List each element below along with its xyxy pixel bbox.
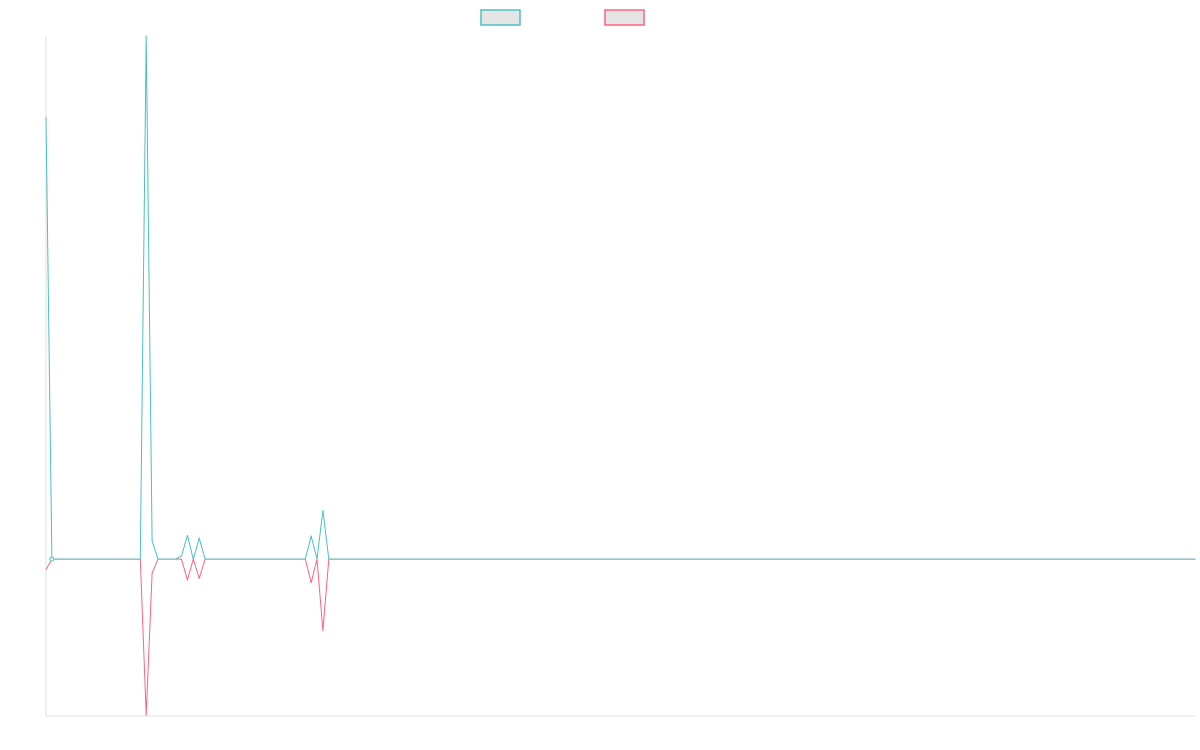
data-point[interactable]: [175, 558, 177, 560]
data-point[interactable]: [181, 558, 183, 560]
data-point[interactable]: [157, 558, 159, 560]
data-point[interactable]: [57, 558, 59, 560]
data-point[interactable]: [151, 572, 153, 574]
data-point[interactable]: [145, 714, 147, 716]
data-point[interactable]: [181, 555, 183, 557]
legend: [480, 9, 645, 26]
data-point[interactable]: [198, 537, 200, 539]
data-point[interactable]: [316, 558, 318, 560]
data-point[interactable]: [204, 558, 206, 560]
data-point[interactable]: [322, 630, 324, 632]
data-point[interactable]: [186, 535, 188, 537]
data-point[interactable]: [192, 558, 194, 560]
series-1: [45, 35, 1196, 560]
data-point[interactable]: [139, 558, 141, 560]
data-point[interactable]: [310, 582, 312, 584]
legend-swatch-1[interactable]: [480, 9, 521, 26]
data-point[interactable]: [322, 509, 324, 511]
series-2-line: [45, 558, 1195, 716]
data-point[interactable]: [328, 558, 330, 560]
data-point[interactable]: [310, 535, 312, 537]
hover-point-marker[interactable]: [49, 556, 55, 562]
series-layer: [45, 35, 1196, 716]
data-point[interactable]: [145, 35, 147, 37]
data-point[interactable]: [151, 540, 153, 542]
data-point[interactable]: [45, 569, 47, 571]
data-point[interactable]: [45, 116, 47, 118]
data-point[interactable]: [198, 577, 200, 579]
series-2: [45, 558, 1196, 716]
legend-swatch-2[interactable]: [604, 9, 645, 26]
data-point[interactable]: [304, 558, 306, 560]
data-point[interactable]: [186, 579, 188, 581]
series-1-line: [45, 35, 1195, 560]
data-point[interactable]: [1194, 558, 1196, 560]
